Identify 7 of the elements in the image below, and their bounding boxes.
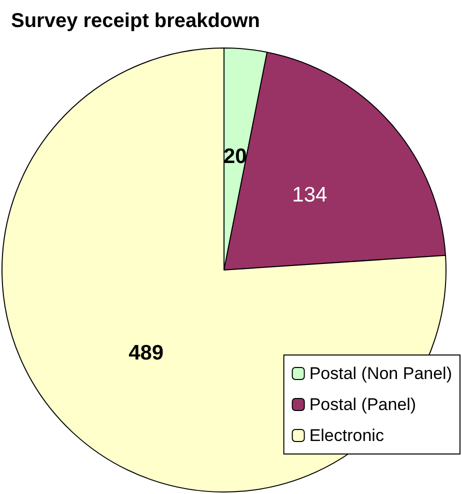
data-label: 134 xyxy=(292,183,328,206)
data-label: 489 xyxy=(128,342,164,365)
legend-label: Postal (Non Panel) xyxy=(309,364,452,383)
legend-label: Postal (Panel) xyxy=(309,395,416,414)
data-label: 20 xyxy=(223,145,247,168)
chart-title: Survey receipt breakdown xyxy=(11,10,260,32)
legend-label: Electronic xyxy=(309,426,384,445)
